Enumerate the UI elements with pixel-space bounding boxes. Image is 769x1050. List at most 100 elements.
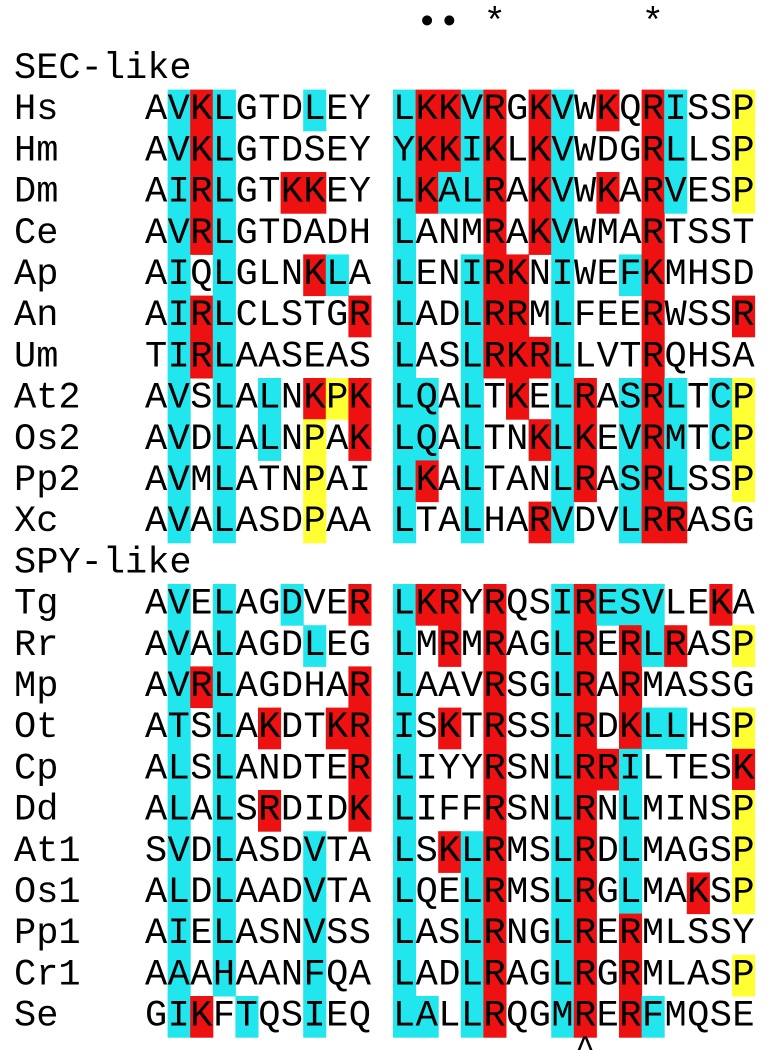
residue-highlight <box>619 954 643 997</box>
residue-highlight <box>393 625 417 667</box>
sequence-segment: ATSLAKDTKR <box>145 707 371 749</box>
residue-highlight <box>483 172 507 214</box>
residue-highlight <box>551 336 575 379</box>
residue-highlight <box>664 378 688 420</box>
residue-highlight <box>415 996 439 1038</box>
sequence-segment: LQELRMSLRGLMAKSP <box>393 872 755 914</box>
residue-highlight <box>415 460 439 503</box>
residue-highlight <box>732 419 756 461</box>
residue-highlight <box>190 89 214 132</box>
group-title: SPY-like <box>14 542 192 584</box>
residue-highlight <box>303 954 327 997</box>
residue-highlight <box>596 89 620 132</box>
position-marker: ^ <box>574 1031 596 1050</box>
residue-highlight <box>212 913 236 956</box>
residue-highlight <box>167 913 191 956</box>
residue-highlight <box>641 501 665 544</box>
sequence-segment: AAAHAANFQA <box>145 954 372 996</box>
sequence-segment: AVALAGDLEG <box>145 625 371 667</box>
residue-highlight <box>438 707 462 750</box>
residue-highlight <box>619 625 643 667</box>
species-name: Rr <box>14 625 58 667</box>
residue-highlight <box>619 748 643 791</box>
residue-highlight <box>483 996 507 1038</box>
residue-highlight <box>551 378 575 420</box>
residue-highlight <box>686 872 710 915</box>
residue-highlight <box>303 831 327 873</box>
species-name: Pp2 <box>14 460 81 502</box>
conservation-marker: * <box>642 3 664 45</box>
residue-highlight <box>280 172 304 214</box>
sequence-segment: LAAVRSGLRARMASSG <box>393 666 755 708</box>
residue-highlight <box>732 954 756 997</box>
species-name: Um <box>14 336 58 378</box>
residue-highlight <box>190 336 214 379</box>
residue-highlight <box>415 172 439 214</box>
species-name: Mp <box>14 666 58 708</box>
residue-highlight <box>641 707 665 750</box>
residue-highlight <box>641 336 665 379</box>
residue-highlight <box>551 707 575 750</box>
residue-highlight <box>641 89 665 132</box>
residue-highlight <box>732 295 756 338</box>
residue-highlight <box>438 130 462 173</box>
residue-highlight <box>619 831 643 873</box>
residue-highlight <box>573 954 597 997</box>
residue-highlight <box>460 913 484 956</box>
residue-highlight <box>619 584 643 626</box>
sequence-segment: ALDLAADVTA <box>145 872 372 914</box>
sequence-segment: AVKLGTDLEY <box>145 89 371 131</box>
residue-highlight <box>528 172 552 214</box>
residue-highlight <box>732 748 756 791</box>
residue-highlight <box>167 666 191 709</box>
residue-highlight <box>212 378 236 420</box>
residue-highlight <box>664 501 688 544</box>
sequence-segment: AVELAGDVER <box>145 584 371 626</box>
residue-highlight <box>303 625 327 667</box>
residue-highlight <box>619 996 643 1038</box>
residue-highlight <box>483 89 507 132</box>
residue-highlight <box>167 790 191 832</box>
residue-highlight <box>438 172 462 214</box>
species-name: Cr1 <box>14 954 81 996</box>
residue-highlight <box>619 419 643 461</box>
residue-highlight <box>190 213 214 255</box>
residue-highlight <box>460 831 484 873</box>
sequence-segment: LASLRKRLLVTRQHSA <box>393 336 755 378</box>
residue-highlight <box>460 872 484 915</box>
sequence-segment: AVMLATNPAI <box>145 460 371 502</box>
sequence-segment: AVRLGTDADH <box>145 213 371 255</box>
residue-highlight <box>528 213 552 255</box>
residue-highlight <box>460 460 484 503</box>
residue-highlight <box>641 625 665 667</box>
residue-highlight <box>483 130 507 173</box>
residue-highlight <box>212 460 236 503</box>
residue-highlight <box>393 460 417 503</box>
residue-highlight <box>619 666 643 709</box>
residue-highlight <box>280 584 304 626</box>
residue-highlight <box>732 707 756 750</box>
sequence-segment: AIQLGLNKLA <box>145 254 372 296</box>
residue-highlight <box>483 213 507 255</box>
shading-layer <box>167 89 756 1038</box>
residue-highlight <box>551 790 575 832</box>
residue-highlight <box>303 501 327 544</box>
residue-highlight <box>528 130 552 173</box>
residue-highlight <box>212 707 236 750</box>
residue-highlight <box>483 790 507 832</box>
residue-highlight <box>619 707 643 750</box>
species-name: An <box>14 295 58 337</box>
residue-highlight <box>641 378 665 420</box>
species-name: Dm <box>14 172 58 214</box>
residue-highlight <box>393 213 417 255</box>
residue-highlight <box>551 872 575 915</box>
residue-highlight <box>573 419 597 461</box>
residue-highlight <box>415 378 439 420</box>
residue-highlight <box>393 336 417 379</box>
residue-highlight <box>483 295 507 338</box>
residue-highlight <box>393 254 417 297</box>
residue-highlight <box>664 419 688 461</box>
residue-highlight <box>732 625 756 667</box>
residue-highlight <box>212 130 236 173</box>
